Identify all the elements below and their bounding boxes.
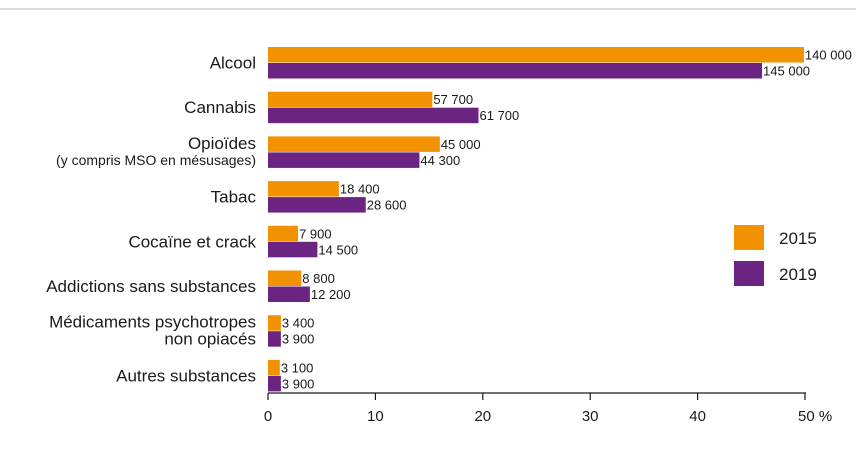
data-label-2019: 28 600 bbox=[367, 198, 407, 213]
x-tick-label: 0 bbox=[264, 408, 272, 425]
data-label-2015: 8 800 bbox=[302, 271, 335, 286]
data-label-2019: 12 200 bbox=[311, 287, 351, 302]
data-label-2015: 140 000 bbox=[805, 48, 852, 63]
data-label-2015: 57 700 bbox=[433, 92, 473, 107]
x-tick-label: 10 bbox=[367, 408, 384, 425]
legend-swatch-2019 bbox=[734, 261, 764, 286]
bar-2019 bbox=[268, 241, 318, 258]
data-label-2019: 145 000 bbox=[763, 64, 810, 79]
bar-2015 bbox=[268, 359, 280, 376]
data-label-2019: 61 700 bbox=[480, 108, 520, 123]
bar-2019 bbox=[268, 152, 420, 168]
x-axis: 0 10 20 30 40 50 % bbox=[264, 392, 832, 425]
category-label: Tabac bbox=[211, 188, 257, 207]
bar-2019 bbox=[268, 331, 281, 347]
data-label-2015: 3 400 bbox=[282, 316, 315, 331]
bar-2019 bbox=[268, 286, 310, 302]
legend: 2015 2019 bbox=[734, 225, 817, 286]
category-label: Cocaïne et crack bbox=[128, 232, 256, 251]
data-label-2019: 3 900 bbox=[282, 376, 315, 391]
category-label: Addictions sans substances bbox=[46, 277, 256, 296]
bar-2015 bbox=[268, 136, 440, 152]
bar-2019 bbox=[268, 197, 366, 213]
data-label-2019: 44 300 bbox=[420, 153, 460, 168]
bar-2015 bbox=[268, 181, 339, 197]
bar-2019 bbox=[268, 63, 763, 79]
x-tick-label: 50 % bbox=[798, 408, 832, 425]
legend-label-2019: 2019 bbox=[779, 265, 817, 284]
bar-2019 bbox=[268, 375, 281, 392]
category-row: Cannabis 57 700 61 700 bbox=[184, 91, 520, 124]
x-tick-label: 30 bbox=[582, 408, 599, 425]
category-label: Médicaments psychotropes bbox=[49, 313, 256, 332]
data-label-2015: 7 900 bbox=[299, 226, 332, 241]
data-label-2015: 18 400 bbox=[340, 182, 380, 197]
data-label-2015: 45 000 bbox=[441, 137, 481, 152]
category-row: Opioïdes(y compris MSO en mésusages) 45 0… bbox=[56, 134, 481, 168]
bar-2015 bbox=[268, 270, 302, 286]
x-tick-label: 20 bbox=[474, 408, 491, 425]
data-label-2019: 14 500 bbox=[318, 242, 358, 257]
data-label-2015: 3 100 bbox=[281, 360, 314, 375]
x-tick-label: 40 bbox=[689, 408, 706, 425]
category-label-continued: non opiacés bbox=[164, 330, 256, 349]
legend-label-2015: 2015 bbox=[779, 229, 817, 248]
bar-2015 bbox=[268, 225, 299, 242]
category-label: Autres substances bbox=[116, 366, 256, 385]
data-label-2019: 3 900 bbox=[282, 332, 315, 347]
bar-2015 bbox=[268, 91, 433, 108]
bar-2015 bbox=[268, 47, 804, 63]
bar-2019 bbox=[268, 107, 479, 124]
category-label: Cannabis bbox=[184, 98, 256, 117]
category-sublabel: (y compris MSO en mésusages) bbox=[56, 152, 256, 168]
category-label: Opioïdes bbox=[188, 134, 256, 153]
bar-2015 bbox=[268, 315, 281, 331]
legend-swatch-2015 bbox=[734, 225, 764, 250]
category-label: Alcool bbox=[210, 54, 256, 73]
